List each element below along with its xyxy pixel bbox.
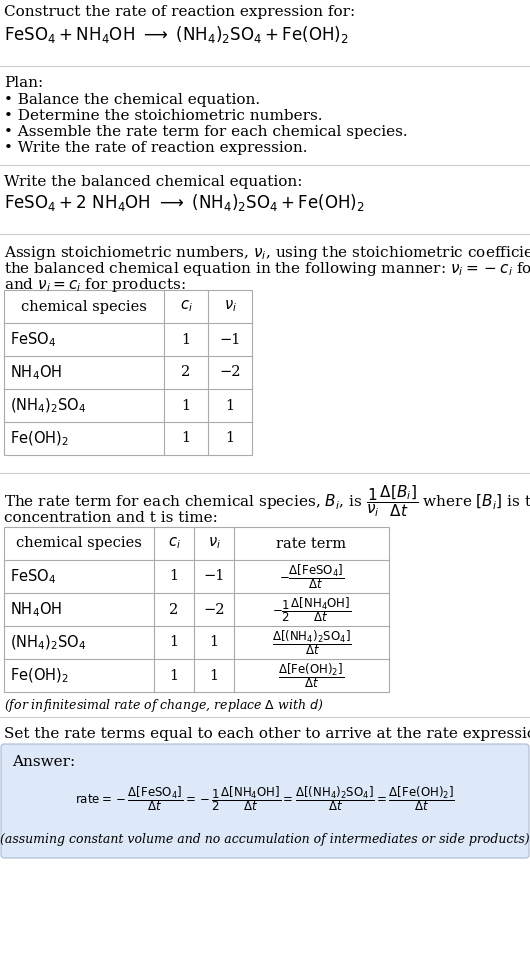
Text: $\mathsf{FeSO_4}$: $\mathsf{FeSO_4}$ [10,330,56,349]
Text: 1: 1 [225,399,235,413]
Text: $\nu_i$: $\nu_i$ [224,299,236,315]
Text: 2: 2 [170,603,179,616]
Text: 1: 1 [170,569,179,583]
Bar [4,290,252,455]
Text: $\mathsf{FeSO_4 + 2\ NH_4OH\ \longrightarrow\ (NH_4)_2SO_4 + Fe(OH)_2}$: $\mathsf{FeSO_4 + 2\ NH_4OH\ \longrighta… [4,192,365,213]
Text: $\mathsf{Fe(OH)_2}$: $\mathsf{Fe(OH)_2}$ [10,666,69,685]
Bar [4,527,389,692]
Text: −2: −2 [203,603,225,616]
Text: chemical species: chemical species [21,300,147,314]
Text: rate term: rate term [277,536,347,551]
Text: 1: 1 [225,431,235,446]
Text: $\dfrac{\Delta[\mathsf{Fe(OH)_2}]}{\Delta t}$: $\dfrac{\Delta[\mathsf{Fe(OH)_2}]}{\Delt… [278,662,344,690]
Text: 1: 1 [181,399,191,413]
Text: 2: 2 [181,366,191,379]
Text: (for infinitesimal rate of change, replace $\Delta$ with $d$): (for infinitesimal rate of change, repla… [4,697,323,714]
Text: The rate term for each chemical species, $B_i$, is $\dfrac{1}{\nu_i}\dfrac{\Delt: The rate term for each chemical species,… [4,483,530,518]
Text: −2: −2 [219,366,241,379]
Text: Answer:: Answer: [12,755,75,769]
Text: $\nu_i$: $\nu_i$ [208,536,220,552]
Text: $\mathsf{(NH_4)_2SO_4}$: $\mathsf{(NH_4)_2SO_4}$ [10,633,86,652]
Text: $c_i$: $c_i$ [167,536,180,552]
Text: 1: 1 [209,668,218,682]
Text: 1: 1 [170,668,179,682]
Text: $c_i$: $c_i$ [180,299,192,315]
Text: −1: −1 [219,332,241,347]
Text: $\mathsf{NH_4OH}$: $\mathsf{NH_4OH}$ [10,600,62,618]
Text: $-\dfrac{1}{2}\dfrac{\Delta[\mathsf{NH_4OH}]}{\Delta t}$: $-\dfrac{1}{2}\dfrac{\Delta[\mathsf{NH_4… [272,595,351,624]
Text: and $\nu_i = c_i$ for products:: and $\nu_i = c_i$ for products: [4,276,186,294]
Text: Set the rate terms equal to each other to arrive at the rate expression:: Set the rate terms equal to each other t… [4,727,530,741]
Text: • Determine the stoichiometric numbers.: • Determine the stoichiometric numbers. [4,109,322,123]
Text: $\mathsf{FeSO_4 + NH_4OH\ \longrightarrow\ (NH_4)_2SO_4 + Fe(OH)_2}$: $\mathsf{FeSO_4 + NH_4OH\ \longrightarro… [4,24,349,45]
Text: chemical species: chemical species [16,536,142,551]
Text: 1: 1 [181,332,191,347]
Text: Plan:: Plan: [4,76,43,90]
Text: 1: 1 [170,635,179,650]
Text: 1: 1 [209,635,218,650]
Text: $\mathsf{FeSO_4}$: $\mathsf{FeSO_4}$ [10,567,56,586]
Text: $-\dfrac{\Delta[\mathsf{FeSO_4}]}{\Delta t}$: $-\dfrac{\Delta[\mathsf{FeSO_4}]}{\Delta… [279,563,344,591]
Text: • Balance the chemical equation.: • Balance the chemical equation. [4,93,260,107]
FancyBboxPatch shape [1,744,529,858]
Text: $\mathrm{rate} = -\dfrac{\Delta[\mathsf{FeSO_4}]}{\Delta t} = -\dfrac{1}{2}\dfra: $\mathrm{rate} = -\dfrac{\Delta[\mathsf{… [75,785,455,813]
Text: Assign stoichiometric numbers, $\nu_i$, using the stoichiometric coefficients, $: Assign stoichiometric numbers, $\nu_i$, … [4,244,530,262]
Text: 1: 1 [181,431,191,446]
Text: concentration and t is time:: concentration and t is time: [4,511,218,525]
Text: the balanced chemical equation in the following manner: $\nu_i = -c_i$ for react: the balanced chemical equation in the fo… [4,260,530,278]
Text: $\dfrac{\Delta[\mathsf{(NH_4)_2SO_4}]}{\Delta t}$: $\dfrac{\Delta[\mathsf{(NH_4)_2SO_4}]}{\… [271,628,351,657]
Text: $\mathsf{(NH_4)_2SO_4}$: $\mathsf{(NH_4)_2SO_4}$ [10,396,86,415]
Text: • Write the rate of reaction expression.: • Write the rate of reaction expression. [4,141,307,155]
Text: • Assemble the rate term for each chemical species.: • Assemble the rate term for each chemic… [4,125,408,139]
Text: −1: −1 [204,569,225,583]
Text: $\mathsf{Fe(OH)_2}$: $\mathsf{Fe(OH)_2}$ [10,429,69,448]
Text: $\mathsf{NH_4OH}$: $\mathsf{NH_4OH}$ [10,364,62,382]
Text: Write the balanced chemical equation:: Write the balanced chemical equation: [4,175,303,189]
Text: (assuming constant volume and no accumulation of intermediates or side products): (assuming constant volume and no accumul… [0,833,530,846]
Text: Construct the rate of reaction expression for:: Construct the rate of reaction expressio… [4,5,355,19]
